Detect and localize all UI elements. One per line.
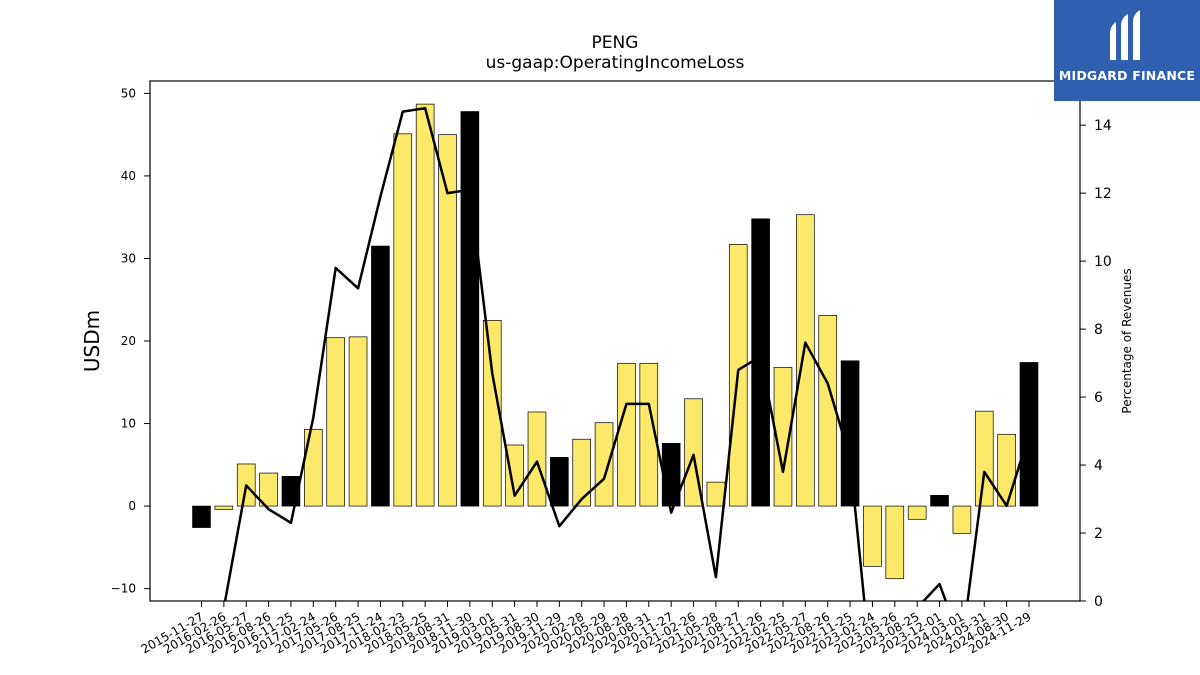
bar [550,457,569,507]
bar [259,472,278,507]
y-axis-right: 0 2 4 6 8 10 12 14 [1080,118,1112,610]
bar [192,505,211,528]
bar [415,103,435,507]
bar [214,505,234,510]
bar [326,337,345,507]
x-axis: 2015-11-272016-02-262016-05-272016-08-26… [139,601,1034,656]
bar [818,315,838,507]
line-series [223,106,1031,601]
chart-title: PENG [592,33,639,53]
pct-revenue-line [223,106,1031,601]
bar [639,362,659,507]
y-tick-label: −10 [111,582,136,596]
y2-tick-label: 12 [1094,186,1112,202]
y2-tick-label: 10 [1094,254,1112,270]
bar [438,134,457,507]
bar [482,320,502,507]
y-tick-label: 0 [128,499,136,513]
y2-tick-label: 2 [1094,526,1103,542]
brand-name: MIDGARD FINANCE [1058,68,1196,83]
chart-subtitle: us-gaap:OperatingIncomeLoss [486,53,745,73]
bar [952,505,972,534]
bar [930,495,949,507]
bar [572,438,592,507]
bar [796,214,815,507]
bar [505,444,524,507]
bar [393,133,413,507]
y2-tick-label: 4 [1094,458,1103,474]
y-tick-label: 30 [121,251,136,265]
bar [1019,362,1039,507]
bar [974,410,994,507]
bar [885,505,905,580]
y-axis-label: USDm [80,310,104,372]
bar [617,362,636,507]
bar-series [192,103,1039,580]
bar [773,367,793,507]
y-tick-label: 50 [121,86,136,100]
midgard-logo-icon [1110,10,1140,60]
bar [460,111,480,507]
y2-tick-label: 0 [1094,594,1103,610]
bar [706,481,726,507]
y2-tick-label: 6 [1094,390,1103,406]
bar [304,428,323,507]
bar [348,336,368,507]
bar [840,360,860,507]
brand-logo: MIDGARD FINANCE [1054,0,1200,101]
y-tick-label: 10 [121,417,136,431]
bar [863,505,882,567]
bar [527,411,547,507]
y-axis-left: −10 0 10 20 30 40 50 [111,86,150,596]
y2-axis-label: Percentage of Revenues [1120,268,1134,413]
bar [594,422,614,507]
y-tick-label: 20 [121,334,136,348]
y2-tick-label: 14 [1094,118,1112,134]
bar [371,245,390,507]
y2-tick-label: 8 [1094,322,1103,338]
bar [907,505,927,520]
y-tick-label: 40 [121,169,136,183]
